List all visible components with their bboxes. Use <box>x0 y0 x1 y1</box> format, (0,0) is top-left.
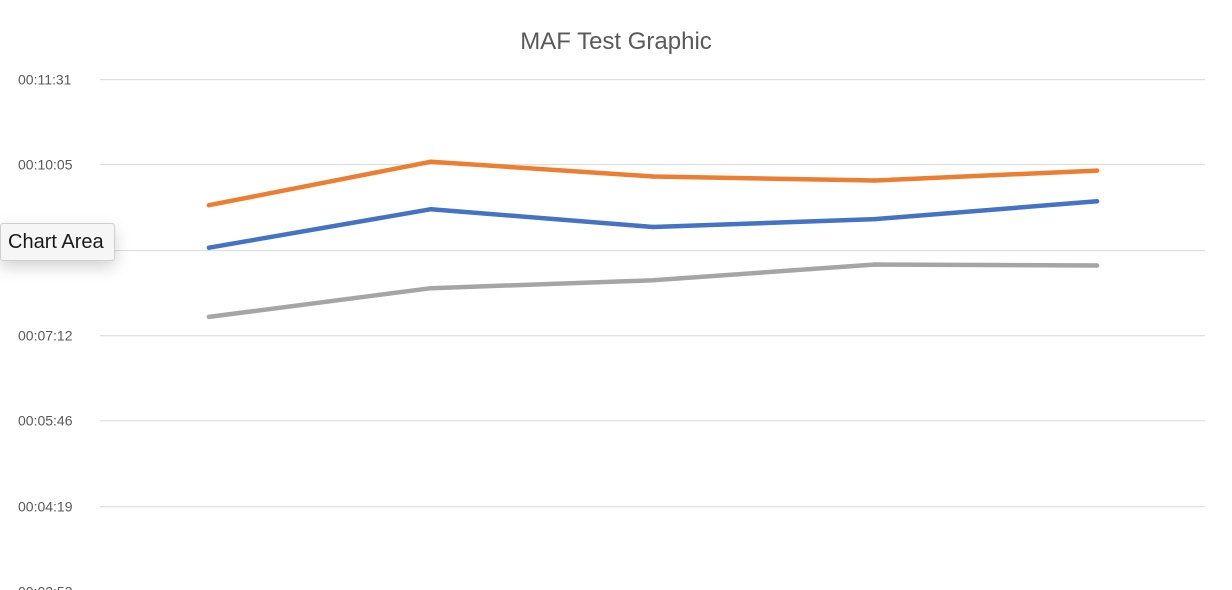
data-point[interactable] <box>206 245 212 250</box>
chart-title[interactable]: MAF Test Graphic <box>520 28 712 55</box>
data-point[interactable] <box>428 159 434 164</box>
data-point[interactable] <box>872 216 878 222</box>
gridlines <box>100 79 1205 508</box>
data-point[interactable] <box>1094 168 1100 173</box>
data-point[interactable] <box>428 207 434 212</box>
data-point[interactable] <box>206 314 212 320</box>
y-tick-label: 00:07:12 <box>18 328 73 344</box>
data-point[interactable] <box>650 224 656 230</box>
data-point[interactable] <box>1094 263 1100 268</box>
data-point[interactable] <box>428 286 434 291</box>
data-point[interactable] <box>650 278 656 283</box>
data-point[interactable] <box>206 203 212 208</box>
data-point[interactable] <box>872 262 878 267</box>
data-point[interactable] <box>872 178 878 183</box>
y-tick-label: 00:11:31 <box>18 72 72 88</box>
data-point[interactable] <box>1094 199 1100 204</box>
y-tick-label: 00:02:53 <box>18 584 73 590</box>
series-lines <box>206 159 1100 320</box>
y-tick-label: 00:04:19 <box>18 499 73 515</box>
y-tick-label: 00:05:46 <box>18 413 73 429</box>
data-point[interactable] <box>650 174 656 179</box>
chart-area-tooltip: Chart Area <box>0 223 115 261</box>
y-tick-label: 00:10:05 <box>18 157 73 173</box>
